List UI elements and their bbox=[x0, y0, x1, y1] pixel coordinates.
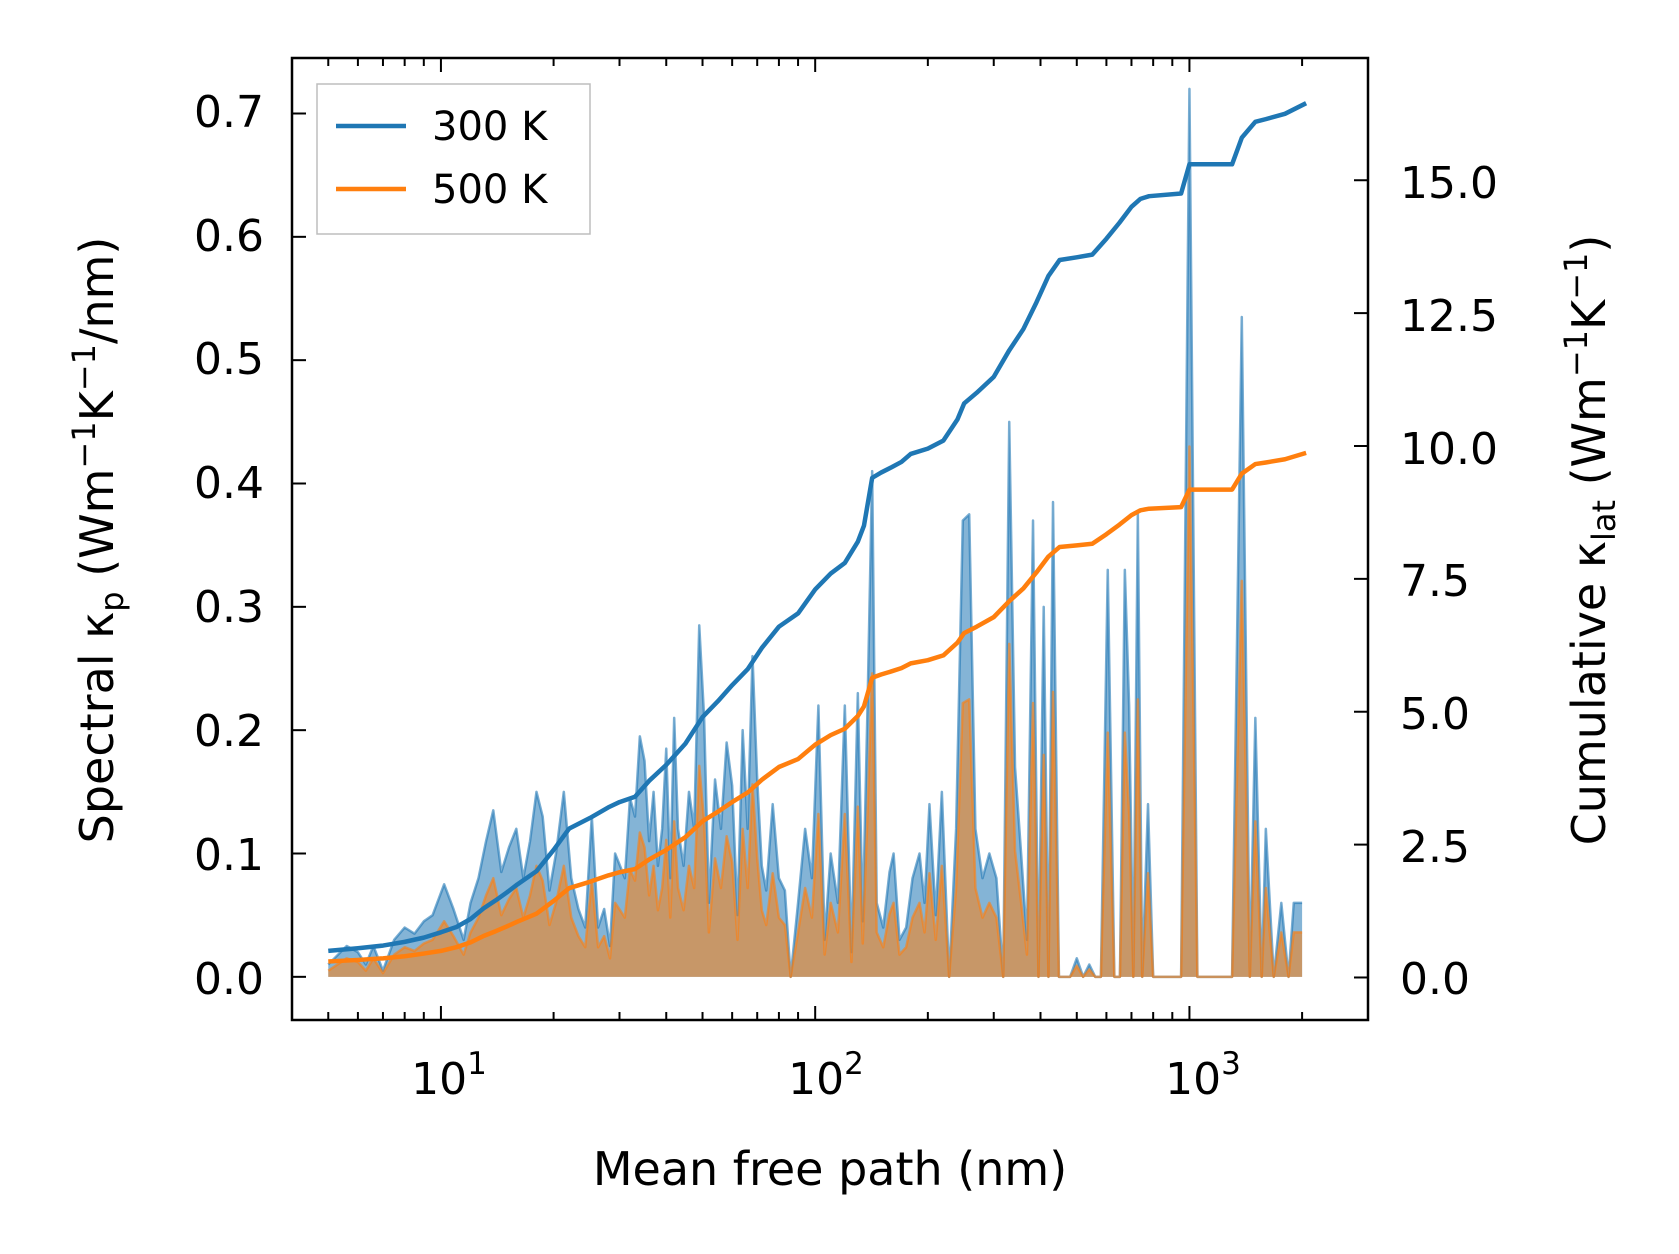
y-left-tick-label-1: 0.1 bbox=[194, 830, 264, 881]
spectral-line-500k bbox=[327, 445, 1303, 979]
y-right-tick-label-3: 7.5 bbox=[1400, 556, 1470, 607]
y-left-tick-label-6: 0.6 bbox=[194, 211, 264, 262]
cumulative-line-layer bbox=[328, 101, 1308, 964]
legend-label-500k: 500 K bbox=[432, 167, 549, 213]
y-left-tick-label-4: 0.4 bbox=[194, 458, 264, 509]
y-right-tick-label-0: 0.0 bbox=[1400, 954, 1470, 1005]
y-left-tick-label-3: 0.3 bbox=[194, 582, 264, 633]
right-y-axis-ticks bbox=[1354, 179, 1368, 979]
plot-frame bbox=[290, 56, 1370, 1022]
y-left-tick-label-7: 0.7 bbox=[194, 87, 264, 138]
legend-label-300k: 300 K bbox=[432, 104, 549, 150]
spectral-area-layer bbox=[327, 87, 1303, 979]
y-left-tick-label-2: 0.2 bbox=[194, 706, 264, 757]
cumulative-line-300k bbox=[328, 101, 1308, 954]
left-y-axis-ticks bbox=[292, 112, 306, 978]
y-right-tick-label-4: 10.0 bbox=[1400, 424, 1498, 475]
x-tick-label-1000: 103 bbox=[1165, 1046, 1241, 1105]
y-right-tick-label-6: 15.0 bbox=[1400, 158, 1498, 209]
x-tick-label-10: 101 bbox=[411, 1046, 487, 1105]
y-right-tick-label-1: 2.5 bbox=[1400, 822, 1470, 873]
cumulative-line-500k bbox=[328, 450, 1307, 964]
legend: 300 K 500 K bbox=[316, 83, 591, 235]
y-right-tick-label-2: 5.0 bbox=[1400, 689, 1470, 740]
y-left-tick-label-5: 0.5 bbox=[194, 334, 264, 385]
y-axis-label-right: Cumulative κlat (Wm−1K−1) bbox=[1557, 235, 1623, 846]
x-tick-label-100: 102 bbox=[788, 1046, 864, 1105]
y-right-tick-label-5: 12.5 bbox=[1400, 291, 1498, 342]
legend-frame bbox=[316, 83, 591, 235]
y-left-tick-label-0: 0.0 bbox=[194, 954, 264, 1005]
x-axis-label: Mean free path (nm) bbox=[593, 1142, 1067, 1196]
y-axis-label-left: Spectral κp (Wm−1K−1/nm) bbox=[65, 237, 131, 844]
x-axis-ticks bbox=[291, 58, 1369, 1020]
